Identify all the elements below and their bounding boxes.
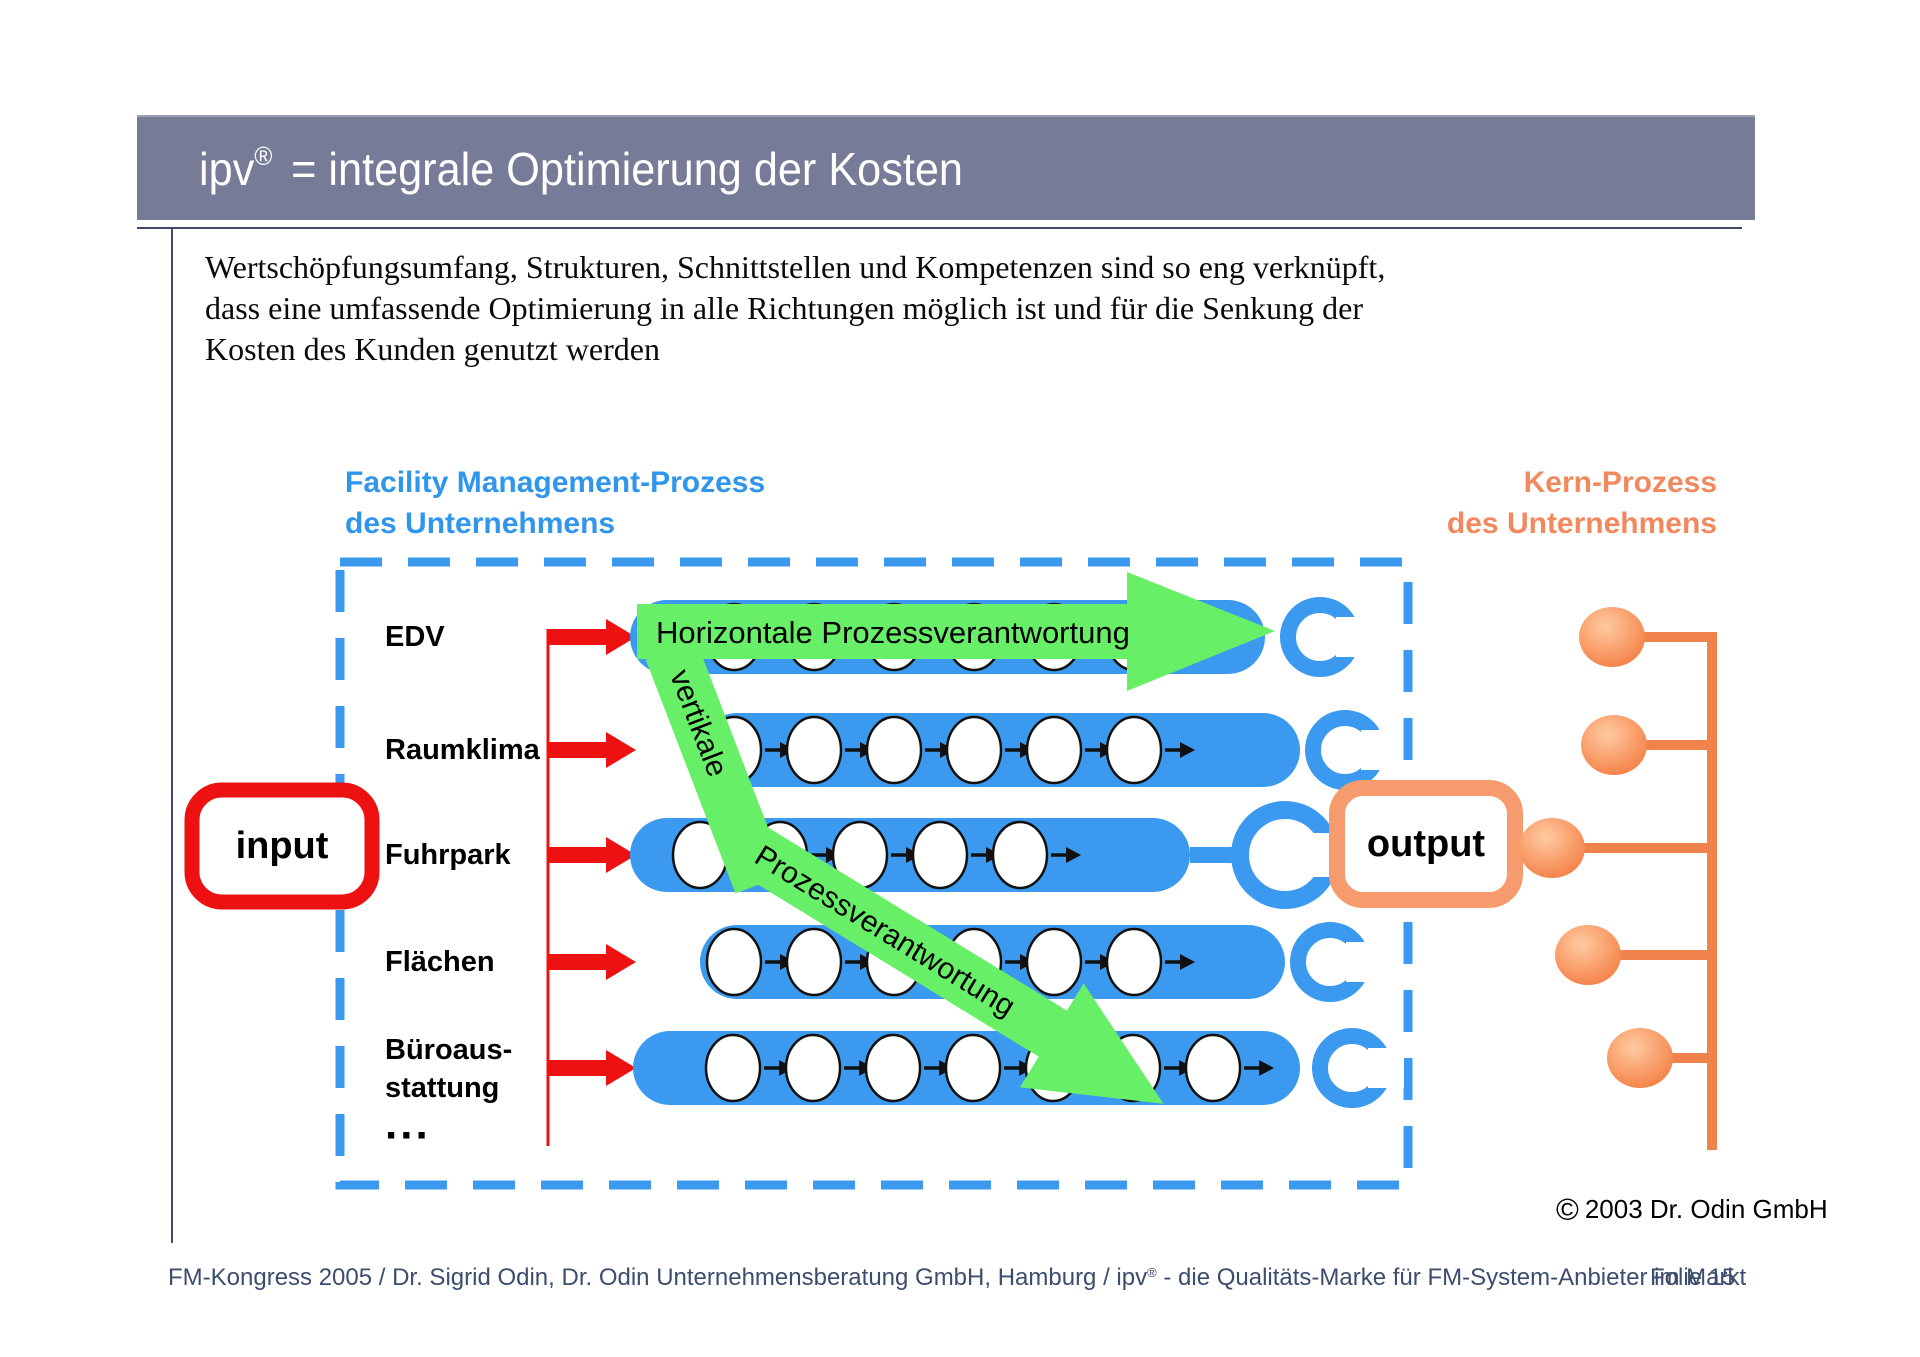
input-arrows	[549, 619, 636, 1086]
horizontal-arrow-label: Horizontale Prozessverantwortung	[656, 615, 1130, 650]
output-label: output	[1367, 823, 1486, 865]
footer-text-post: - die Qualitäts-Marke für FM-System-Anbi…	[1156, 1264, 1747, 1291]
row-label-edv: EDV	[385, 621, 445, 653]
title-rest: = integrale Optimierung der Kosten	[291, 143, 963, 195]
page-title: ipv® = integrale Optimierung der Kosten	[137, 141, 963, 196]
copyright-icon: ©	[1556, 1192, 1579, 1227]
copyright-text: 2003 Dr. Odin GmbH	[1584, 1194, 1828, 1224]
copyright-notice: © 2003 Dr. Odin GmbH	[1556, 1192, 1828, 1228]
row-label-fuhrpark: Fuhrpark	[385, 839, 512, 871]
footer: FM-Kongress 2005 / Dr. Sigrid Odin, Dr. …	[168, 1264, 1746, 1292]
horizontal-arrow-head	[1127, 572, 1275, 691]
registered-mark: ®	[254, 141, 273, 171]
row-label-stattung: stattung	[385, 1072, 499, 1104]
footer-registered-mark: ®	[1147, 1265, 1157, 1280]
row-label-flaechen: Flächen	[385, 946, 495, 978]
body-line: dass eine umfassende Optimierung in alle…	[205, 290, 1363, 326]
output-box: output	[1329, 780, 1523, 908]
input-arrow	[549, 732, 636, 768]
header-divider-line	[137, 227, 1742, 229]
kern-node	[1579, 607, 1645, 667]
row-label-bueroaus: Büroaus-	[385, 1034, 512, 1066]
body-paragraph: Wertschöpfungsumfang, Strukturen, Schnit…	[205, 247, 1385, 370]
page-number: Folie 15	[1650, 1264, 1736, 1291]
input-box: input	[184, 782, 380, 910]
content-left-border	[171, 229, 173, 1243]
kern-process-label-line2: des Unternehmens	[1447, 507, 1717, 540]
body-line: Kosten des Kunden genutzt werden	[205, 331, 660, 367]
connector-opening	[1361, 730, 1397, 770]
section-labels: Facility Management-Prozess des Unterneh…	[345, 466, 1717, 540]
horizontal-responsibility-arrow: Horizontale Prozessverantwortung	[637, 572, 1275, 691]
header-bar: ipv® = integrale Optimierung der Kosten	[137, 115, 1755, 220]
vertical-arrow-band	[730, 821, 1073, 1061]
footer-text-pre: FM-Kongress 2005 / Dr. Sigrid Odin, Dr. …	[168, 1264, 1148, 1291]
row-labels: EDV Raumklima Fuhrpark Flächen Büroaus- …	[385, 621, 541, 1149]
horizontal-arrow-band	[637, 604, 1129, 659]
input-arrow	[549, 1050, 636, 1086]
kern-process-label-line1: Kern-Prozess	[1524, 466, 1717, 499]
fm-process-label-line2: des Unternehmens	[345, 507, 615, 540]
kern-node	[1519, 818, 1585, 878]
vertical-arrow-band	[645, 640, 786, 894]
fm-process-label-line1: Facility Management-Prozess	[345, 466, 765, 499]
kern-node	[1555, 925, 1621, 985]
title-product: ipv	[199, 143, 255, 195]
input-arrow	[549, 837, 636, 873]
row-label-ellipsis: ...	[385, 1100, 431, 1149]
connector-opening	[1368, 1048, 1404, 1088]
connector-opening	[1336, 617, 1372, 657]
input-label: input	[236, 825, 329, 867]
kern-process-structure	[1519, 607, 1717, 1150]
input-arrow	[549, 619, 636, 655]
vertical-arrow-head	[1019, 983, 1164, 1104]
input-arrow	[549, 944, 636, 980]
kern-node	[1607, 1028, 1673, 1088]
connector-opening	[1346, 942, 1382, 982]
row-label-raumklima: Raumklima	[385, 734, 541, 766]
kern-node	[1581, 715, 1647, 775]
body-line: Wertschöpfungsumfang, Strukturen, Schnit…	[205, 249, 1386, 285]
